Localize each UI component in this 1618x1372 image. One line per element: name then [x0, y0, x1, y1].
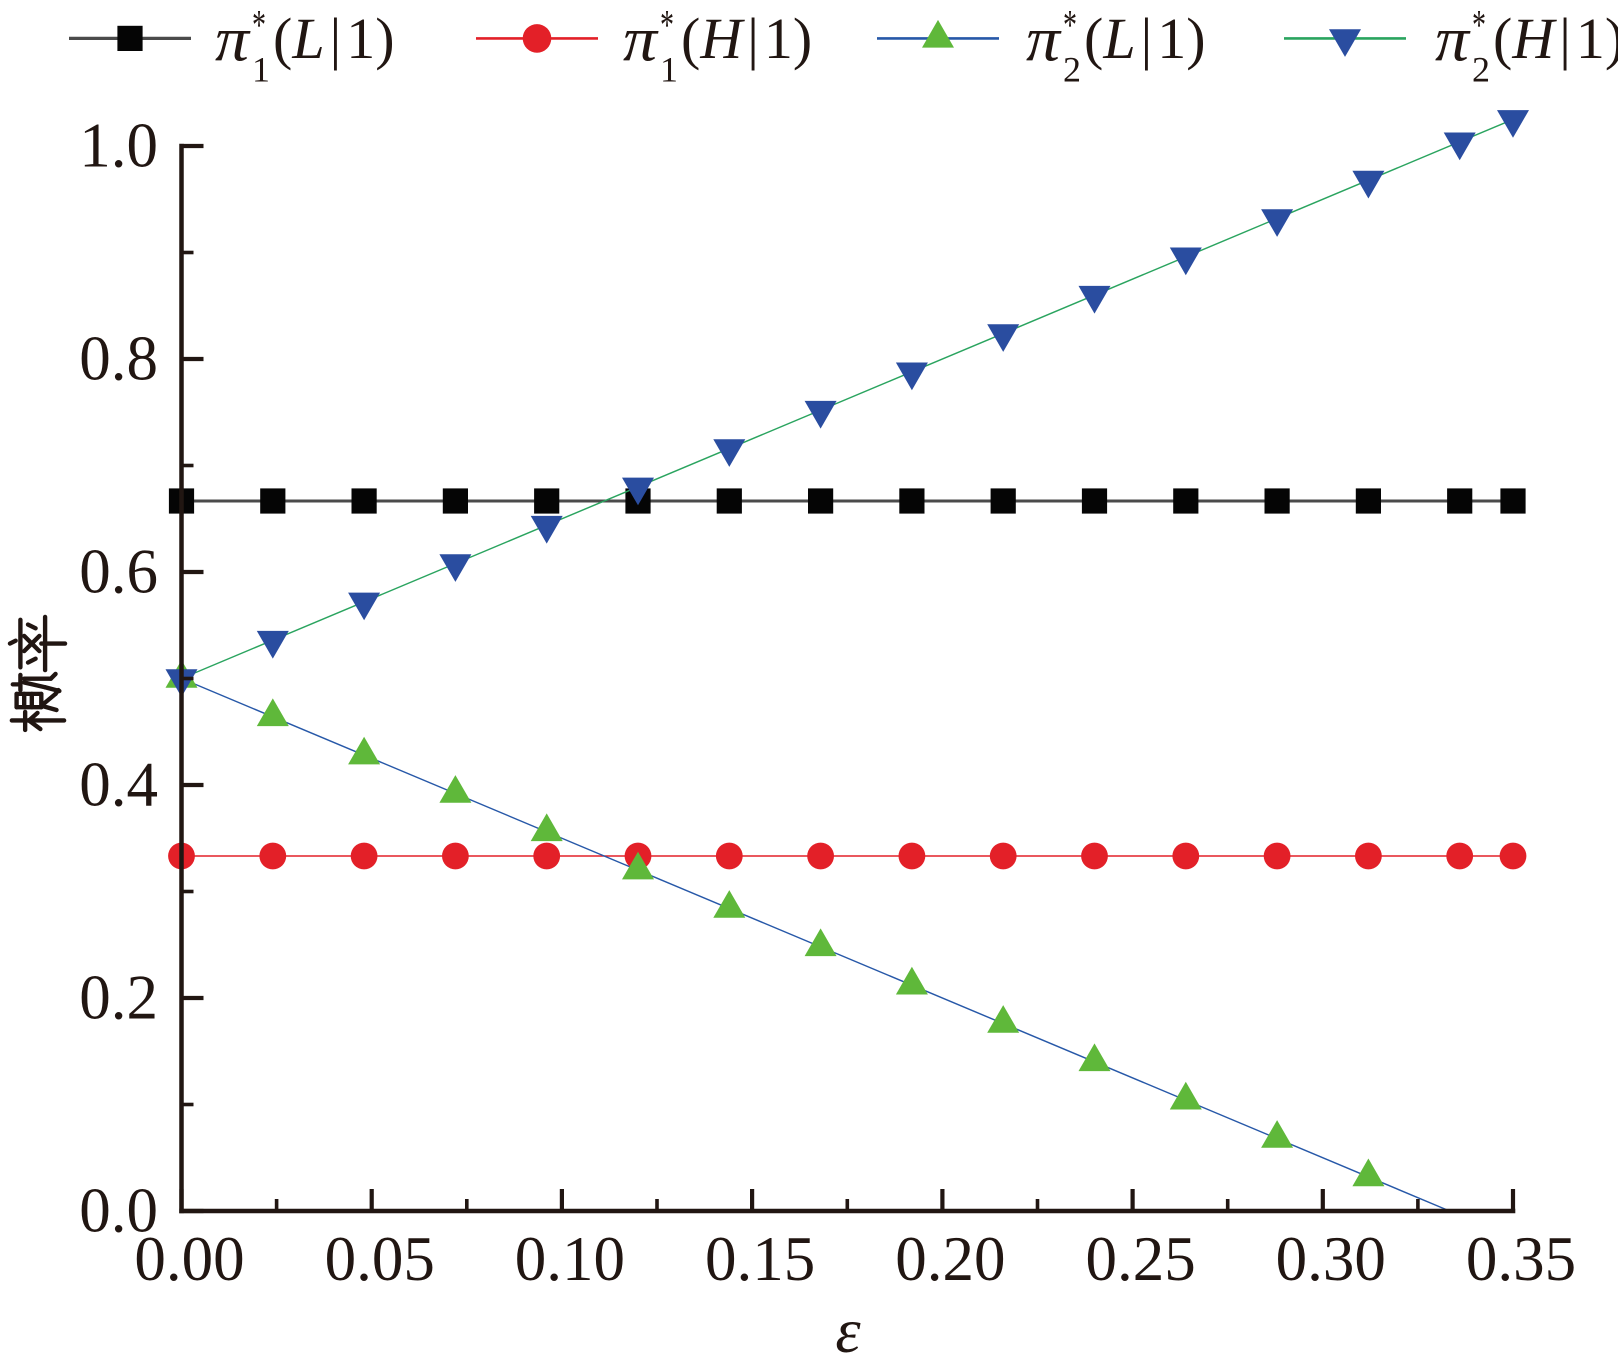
- svg-text:0.15: 0.15: [705, 1224, 815, 1294]
- svg-text:(H|1): (H|1): [1493, 6, 1618, 71]
- svg-text:*: *: [660, 3, 674, 49]
- svg-text:0.10: 0.10: [515, 1224, 625, 1294]
- svg-text:(L|1): (L|1): [1084, 6, 1206, 71]
- svg-text:0.25: 0.25: [1085, 1224, 1195, 1294]
- svg-text:(L|1): (L|1): [273, 6, 395, 71]
- svg-text:π: π: [215, 4, 251, 75]
- svg-text:2: 2: [1063, 50, 1081, 90]
- svg-text:0.4: 0.4: [79, 750, 158, 820]
- svg-text:1: 1: [252, 50, 270, 90]
- svg-text:*: *: [252, 3, 266, 49]
- svg-text:π: π: [1435, 4, 1471, 75]
- svg-text:0.2: 0.2: [79, 963, 158, 1033]
- svg-text:π: π: [1026, 4, 1062, 75]
- svg-text:*: *: [1063, 3, 1077, 49]
- svg-text:0.0: 0.0: [79, 1176, 158, 1246]
- svg-text:0.00: 0.00: [134, 1224, 244, 1294]
- svg-text:2: 2: [1472, 50, 1490, 90]
- svg-text:1.0: 1.0: [79, 111, 158, 181]
- svg-text:ε: ε: [835, 1295, 861, 1366]
- svg-text:0.35: 0.35: [1466, 1224, 1576, 1294]
- svg-text:0.6: 0.6: [79, 537, 158, 607]
- svg-text:0.8: 0.8: [79, 324, 158, 394]
- svg-text:0.05: 0.05: [325, 1224, 435, 1294]
- svg-text:π: π: [623, 4, 659, 75]
- svg-text:(H|1): (H|1): [681, 6, 812, 71]
- svg-text:0.30: 0.30: [1276, 1224, 1386, 1294]
- svg-text:1: 1: [660, 50, 678, 90]
- svg-text:*: *: [1472, 3, 1486, 49]
- svg-text:0.20: 0.20: [895, 1224, 1005, 1294]
